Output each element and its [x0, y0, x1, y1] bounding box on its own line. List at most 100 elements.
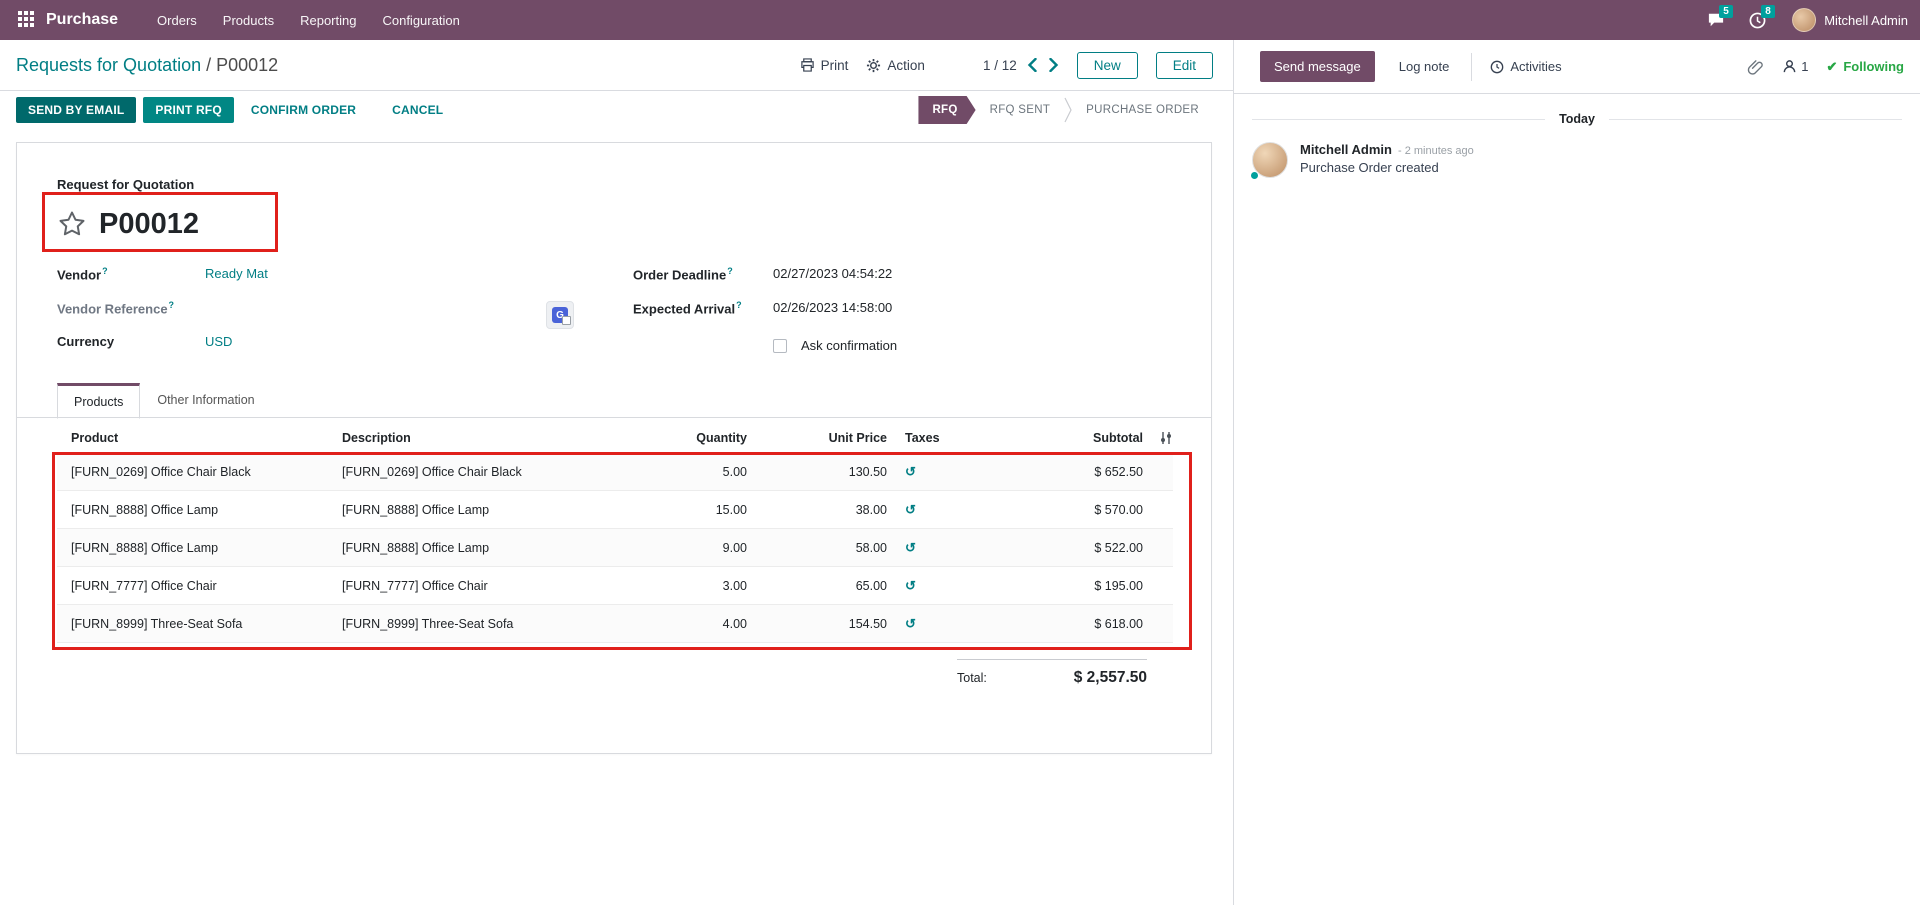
cancel-button[interactable]: CANCEL	[382, 97, 453, 123]
header-subtotal[interactable]: Subtotal	[1093, 430, 1143, 445]
ask-confirmation-checkbox[interactable]	[773, 338, 787, 353]
order-deadline-value[interactable]: 02/27/2023 04:54:22	[773, 266, 893, 281]
clock-icon	[1749, 12, 1766, 29]
send-message-button[interactable]: Send message	[1260, 51, 1375, 82]
cell-quantity[interactable]: 5.00	[722, 464, 747, 479]
menu-orders[interactable]: Orders	[157, 12, 197, 28]
price-history-icon[interactable]: ↺	[905, 539, 916, 555]
header-quantity[interactable]: Quantity	[696, 430, 747, 445]
activities-badge: 8	[1761, 4, 1775, 18]
optional-columns-icon[interactable]	[1143, 431, 1173, 445]
expected-arrival-label: Expected Arrival?	[633, 300, 742, 317]
message-author[interactable]: Mitchell Admin	[1300, 142, 1392, 157]
top-navbar: Purchase Orders Products Reporting Confi…	[0, 0, 1920, 40]
cell-subtotal: $ 570.00	[1094, 502, 1143, 517]
cell-unit-price[interactable]: 65.00	[855, 578, 887, 593]
control-panel-divider	[0, 90, 1233, 91]
table-row[interactable]: [FURN_8888] Office Lamp [FURN_8888] Offi…	[57, 491, 1173, 529]
pager-previous-icon[interactable]	[1027, 58, 1038, 72]
cell-description[interactable]: [FURN_8888] Office Lamp	[342, 540, 490, 555]
print-rfq-button[interactable]: PRINT RFQ	[143, 97, 234, 123]
tab-products[interactable]: Products	[57, 383, 141, 419]
table-row[interactable]: [FURN_0269] Office Chair Black [FURN_026…	[57, 453, 1173, 491]
messages-badge: 5	[1719, 5, 1733, 18]
cell-quantity[interactable]: 15.00	[715, 502, 747, 517]
chatter-message: Mitchell Admin - 2 minutes ago Purchase …	[1234, 132, 1920, 188]
cell-description[interactable]: [FURN_8999] Three-Seat Sofa	[342, 616, 514, 631]
following-button[interactable]: ✔ Following	[1826, 59, 1904, 75]
cell-quantity[interactable]: 3.00	[722, 578, 747, 593]
app-name[interactable]: Purchase	[46, 11, 119, 28]
table-row[interactable]: [FURN_7777] Office Chair [FURN_7777] Off…	[57, 567, 1173, 605]
expected-arrival-value[interactable]: 02/26/2023 14:58:00	[773, 300, 893, 315]
action-button[interactable]: Action	[866, 58, 925, 73]
table-row[interactable]: [FURN_8888] Office Lamp [FURN_8888] Offi…	[57, 529, 1173, 567]
stage-purchase-order[interactable]: PURCHASE ORDER	[1086, 104, 1199, 116]
vendor-value[interactable]: Ready Mat	[205, 266, 268, 281]
apps-grid-icon[interactable]	[18, 11, 36, 29]
date-separator-label: Today	[1559, 112, 1595, 126]
cell-unit-price[interactable]: 38.00	[855, 502, 887, 517]
schedule-activity-button[interactable]: Activities	[1480, 51, 1571, 82]
breadcrumb-parent[interactable]: Requests for Quotation	[16, 54, 202, 75]
ask-confirmation-label: Ask confirmation	[801, 338, 898, 353]
cell-unit-price[interactable]: 58.00	[855, 540, 887, 555]
cell-description[interactable]: [FURN_7777] Office Chair	[342, 578, 488, 593]
cell-product[interactable]: [FURN_8999] Three-Seat Sofa	[71, 616, 243, 631]
currency-value[interactable]: USD	[205, 334, 233, 349]
cell-quantity[interactable]: 9.00	[722, 540, 747, 555]
cell-product[interactable]: [FURN_8888] Office Lamp	[71, 502, 219, 517]
followers-button[interactable]: 1	[1782, 59, 1808, 74]
favorite-star-icon[interactable]	[57, 209, 87, 239]
edit-button[interactable]: Edit	[1155, 51, 1213, 79]
price-history-icon[interactable]: ↺	[905, 577, 916, 593]
breadcrumb-current: P00012	[216, 54, 279, 75]
order-lines-table: Product Description Quantity Unit Price …	[57, 423, 1173, 687]
messages-button[interactable]: 5	[1707, 5, 1733, 28]
cell-product[interactable]: [FURN_7777] Office Chair	[71, 578, 217, 593]
print-button[interactable]: Print	[800, 58, 848, 73]
attachment-button[interactable]	[1746, 58, 1764, 76]
new-button[interactable]: New	[1076, 51, 1138, 79]
total-value: $ 2,557.50	[1073, 669, 1147, 686]
menu-configuration[interactable]: Configuration	[382, 12, 460, 28]
cell-description[interactable]: [FURN_0269] Office Chair Black	[342, 464, 522, 479]
menu-products[interactable]: Products	[222, 12, 275, 28]
cell-description[interactable]: [FURN_8888] Office Lamp	[342, 502, 490, 517]
tab-other-information[interactable]: Other Information	[157, 393, 255, 407]
confirm-order-button[interactable]: CONFIRM ORDER	[241, 97, 366, 123]
left-field-column: Vendor? Ready Mat Vendor Reference? Curr…	[57, 264, 617, 366]
price-history-icon[interactable]: ↺	[905, 615, 916, 631]
message-body: Purchase Order created	[1300, 160, 1439, 175]
price-history-icon[interactable]: ↺	[905, 501, 916, 517]
order-deadline-label: Order Deadline?	[633, 266, 733, 283]
user-name[interactable]: Mitchell Admin	[1824, 12, 1908, 28]
header-product[interactable]: Product	[71, 430, 119, 445]
cell-unit-price[interactable]: 130.50	[848, 464, 887, 479]
stage-rfq-sent[interactable]: RFQ SENT	[989, 104, 1051, 116]
date-separator: Today	[1252, 112, 1903, 126]
log-note-button[interactable]: Log note	[1385, 51, 1464, 82]
help-marker: ?	[168, 300, 175, 310]
price-history-icon[interactable]: ↺	[905, 463, 916, 479]
table-row[interactable]: [FURN_8999] Three-Seat Sofa [FURN_8999] …	[57, 605, 1173, 643]
cell-quantity[interactable]: 4.00	[722, 616, 747, 631]
help-marker: ?	[102, 266, 108, 276]
stage-rfq[interactable]: RFQ	[918, 96, 975, 124]
menu-reporting[interactable]: Reporting	[300, 12, 357, 28]
stage-chevron-icon	[1064, 97, 1072, 123]
activities-button-top[interactable]: 8	[1749, 4, 1775, 29]
translate-button[interactable]: G	[546, 301, 574, 329]
cell-unit-price[interactable]: 154.50	[848, 616, 887, 631]
breadcrumb-separator: /	[201, 54, 217, 75]
cell-product[interactable]: [FURN_0269] Office Chair Black	[71, 464, 251, 479]
user-avatar[interactable]	[1792, 8, 1817, 32]
cell-product[interactable]: [FURN_8888] Office Lamp	[71, 540, 219, 555]
chatter-toolbar: Send message Log note Activities 1 ✔ Fol…	[1234, 40, 1920, 94]
header-description[interactable]: Description	[342, 430, 411, 445]
pager-next-icon[interactable]	[1048, 58, 1059, 72]
header-unit-price[interactable]: Unit Price	[828, 430, 887, 445]
send-by-email-button[interactable]: SEND BY EMAIL	[16, 97, 137, 123]
header-taxes[interactable]: Taxes	[905, 430, 940, 445]
doc-type-label: Request for Quotation	[57, 177, 195, 192]
